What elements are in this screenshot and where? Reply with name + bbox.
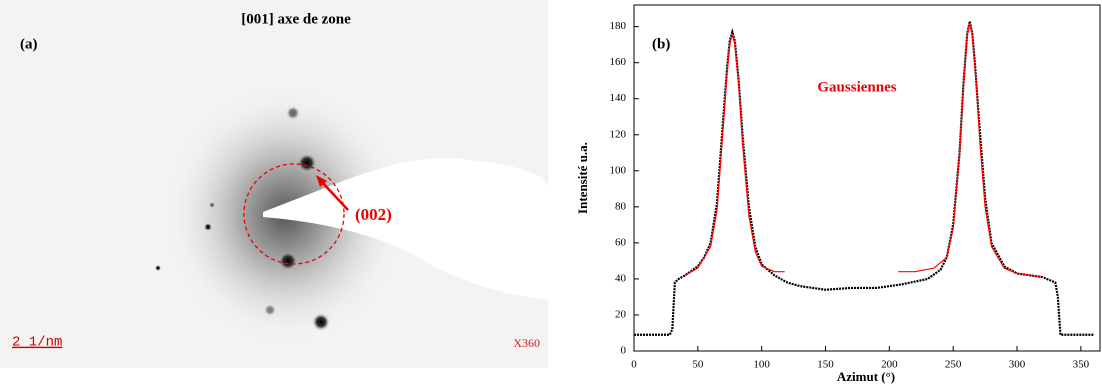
data-line — [898, 22, 1043, 278]
beam-stopper — [263, 157, 548, 300]
x-tick-label: 300 — [1009, 359, 1026, 371]
y-tick-label: 0 — [621, 345, 627, 357]
y-tick-label: 160 — [610, 56, 627, 68]
x-tick-label: 250 — [945, 359, 962, 371]
dashed-circle — [243, 163, 345, 265]
spot — [204, 223, 212, 231]
spot — [264, 304, 276, 316]
y-tick-label: 60 — [615, 236, 627, 248]
data-line — [684, 33, 785, 276]
arrow-head — [316, 175, 327, 187]
y-tick-label: 140 — [610, 92, 627, 104]
plot-frame — [633, 4, 1101, 352]
spot — [278, 251, 298, 271]
x-axis-label: Azimut (°) — [837, 369, 895, 384]
y-tick-label: 180 — [610, 20, 627, 32]
y-axis-label: Intensité u.a. — [575, 142, 590, 214]
y-tick-label: 100 — [610, 164, 627, 176]
magnification: X360 — [513, 336, 540, 350]
x-tick-label: 200 — [881, 359, 898, 371]
reflection-label: (002) — [355, 205, 392, 224]
spot — [209, 202, 215, 208]
annotation: Gaussiennes — [817, 79, 896, 95]
spot — [297, 153, 317, 173]
y-tick-label: 20 — [615, 308, 627, 320]
arrow — [320, 180, 349, 211]
x-tick-label: 0 — [631, 359, 637, 371]
spot — [312, 313, 330, 331]
panel-a: (a) [001] axe de zone (002) 2 1/nm X360 — [0, 0, 548, 368]
spot — [155, 265, 161, 271]
data-line — [634, 21, 1094, 336]
panel-title: [001] axe de zone — [241, 11, 351, 27]
x-tick-label: 150 — [817, 359, 834, 371]
panel-b: (b) Gaussiennes Azimut (°) Intensité u.a… — [575, 4, 1101, 384]
x-tick-label: 100 — [753, 359, 770, 371]
y-tick-label: 120 — [610, 128, 627, 140]
x-tick-label: 350 — [1073, 359, 1090, 371]
scale-bar: 2 1/nm — [12, 335, 62, 351]
spot — [286, 106, 300, 120]
panel-label: (b) — [652, 36, 670, 52]
panel-label: (a) — [20, 36, 38, 52]
y-tick-label: 80 — [615, 200, 627, 212]
x-tick-label: 50 — [692, 359, 704, 371]
y-tick-label: 40 — [615, 272, 627, 284]
